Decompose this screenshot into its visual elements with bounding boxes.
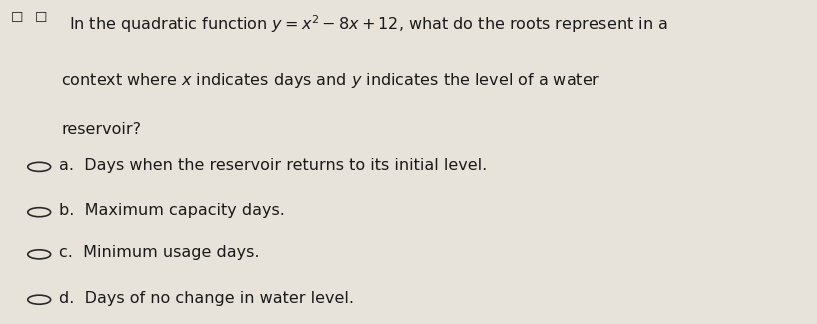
Text: ☐: ☐ [34,11,47,25]
Text: ☐: ☐ [11,11,23,25]
Text: d.  Days of no change in water level.: d. Days of no change in water level. [59,291,354,306]
Text: a.  Days when the reservoir returns to its initial level.: a. Days when the reservoir returns to it… [59,158,487,173]
Text: c.  Minimum usage days.: c. Minimum usage days. [59,245,259,260]
Text: reservoir?: reservoir? [61,122,141,136]
Text: b.  Maximum capacity days.: b. Maximum capacity days. [59,203,284,218]
Text: context where $x$ indicates days and $y$ indicates the level of a water: context where $x$ indicates days and $y$… [61,71,601,90]
Text: In the quadratic function $y = x^2 - 8x + 12$, what do the roots represent in a: In the quadratic function $y = x^2 - 8x … [69,13,668,35]
